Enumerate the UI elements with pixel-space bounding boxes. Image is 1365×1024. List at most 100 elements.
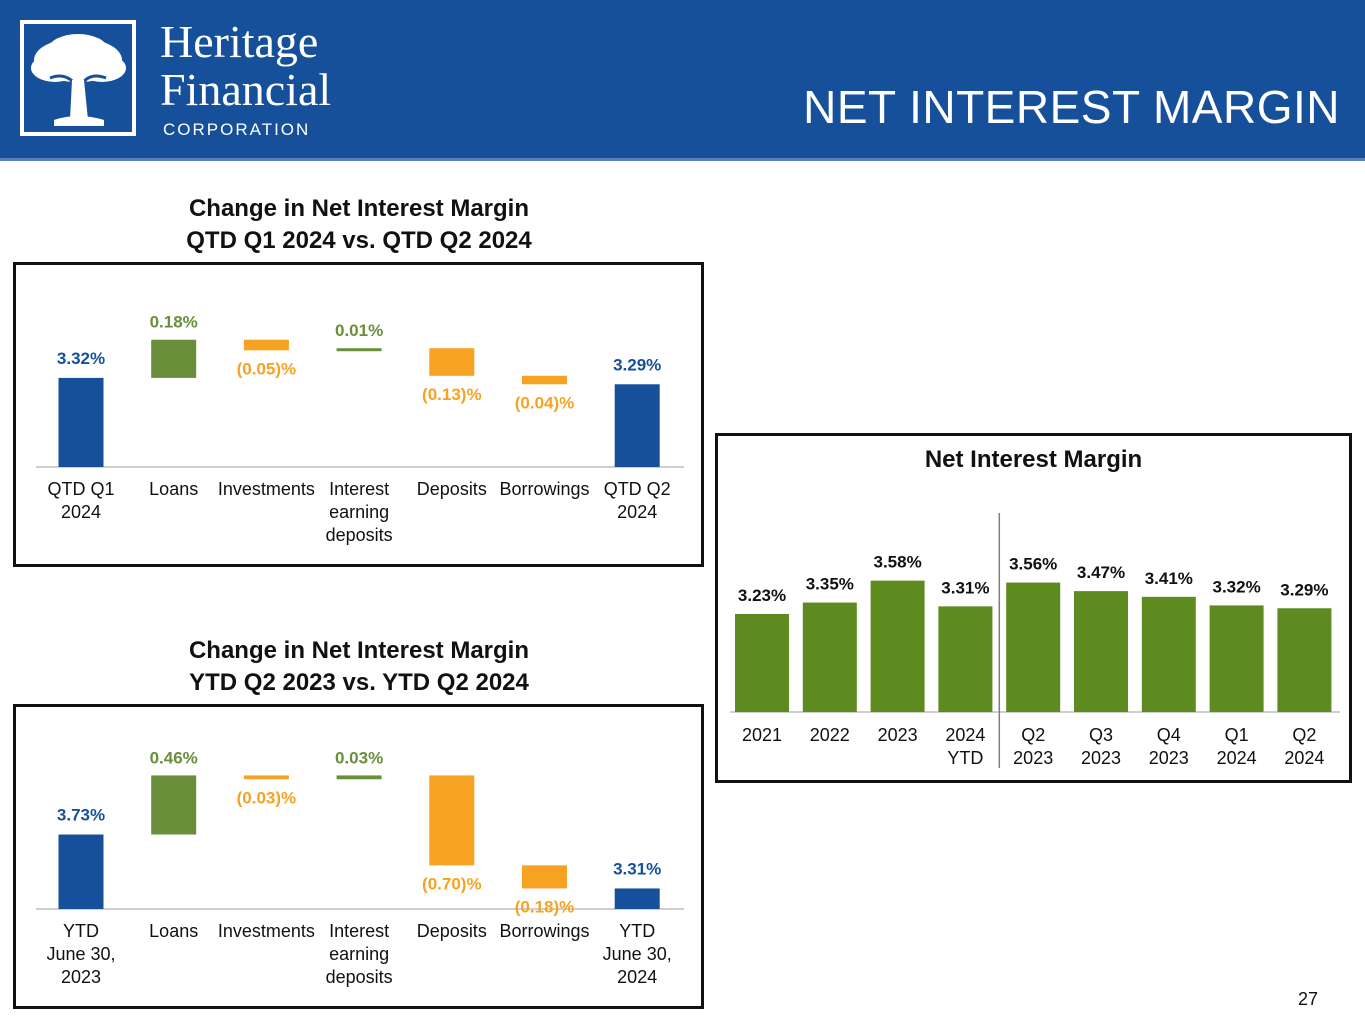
nim-bar-6 <box>1141 596 1196 712</box>
qtd-category-label-2-0: Investments <box>218 479 315 499</box>
nim-value-label-8: 3.29% <box>1280 580 1328 599</box>
qtd-bar-3 <box>336 348 382 352</box>
ytd-category-label-2-0: Investments <box>218 921 315 941</box>
qtd-bar-1 <box>151 339 197 378</box>
nim-bar-chart: 3.23% 2021 3.35% 2022 3.58% 2023 3.31% 2024 YTD 3… <box>730 513 1340 768</box>
nim-value-label-6: 3.41% <box>1145 569 1193 588</box>
waterfall-qtd-frame: 3.32% QTD Q1 2024 0.18% Loans (0.05)% Investme… <box>13 262 704 567</box>
ytd-bar-0 <box>58 834 104 909</box>
qtd-bar-2 <box>243 339 289 351</box>
qtd-bar-4 <box>429 348 475 376</box>
nim-category-label-0-0: 2021 <box>742 725 782 745</box>
waterfall-ytd-title-line2: YTD Q2 2023 vs. YTD Q2 2024 <box>189 669 529 696</box>
nim-category-label-7-0: Q1 <box>1225 725 1249 745</box>
qtd-category-label-3-1: earning <box>329 502 389 522</box>
ytd-category-label-6-2: 2024 <box>617 967 657 987</box>
nim-bar-0 <box>735 613 789 712</box>
nim-category-label-2-0: 2023 <box>878 725 918 745</box>
ytd-bar-2 <box>243 775 289 780</box>
header-banner: Heritage Financial CORPORATION NET INTER… <box>0 0 1365 161</box>
ytd-category-label-3-0: Interest <box>329 921 389 941</box>
nim-bar-5 <box>1074 591 1128 712</box>
nim-category-label-8-0: Q2 <box>1292 725 1316 745</box>
ytd-category-label-4-0: Deposits <box>417 921 487 941</box>
ytd-category-label-3-2: deposits <box>326 967 393 987</box>
waterfall-qtd-chart: 3.32% QTD Q1 2024 0.18% Loans (0.05)% Investme… <box>36 313 684 545</box>
qtd-category-label-1-0: Loans <box>149 479 198 499</box>
ytd-bar-1 <box>151 775 197 835</box>
qtd-value-label-5: (0.04)% <box>515 393 575 412</box>
qtd-value-label-3: 0.01% <box>335 321 383 340</box>
nim-category-label-8-1: 2024 <box>1284 748 1324 768</box>
nim-value-label-2: 3.58% <box>873 553 921 572</box>
waterfall-qtd-title: Change in Net Interest Margin QTD Q1 202… <box>60 193 658 257</box>
ytd-category-label-5-0: Borrowings <box>499 921 589 941</box>
qtd-category-label-4-0: Deposits <box>417 479 487 499</box>
ytd-bar-4 <box>429 775 475 866</box>
waterfall-qtd-title-line1: Change in Net Interest Margin <box>188 195 530 222</box>
qtd-category-label-5-0: Borrowings <box>499 479 589 499</box>
nim-category-label-4-0: Q2 <box>1021 725 1045 745</box>
qtd-category-label-0-0: QTD Q1 <box>47 479 114 499</box>
ytd-bar-6 <box>614 888 660 909</box>
nim-bar-1 <box>802 602 857 712</box>
waterfall-ytd-title-line1: Change in Net Interest Margin <box>188 637 530 664</box>
qtd-category-label-6-0: QTD Q2 <box>604 479 671 499</box>
ytd-value-label-3: 0.03% <box>335 748 383 767</box>
ytd-value-label-0: 3.73% <box>57 806 105 825</box>
ytd-category-label-0-1: June 30, <box>46 944 115 964</box>
nim-value-label-7: 3.32% <box>1212 577 1260 596</box>
qtd-bar-6 <box>614 384 660 467</box>
qtd-value-label-0: 3.32% <box>57 349 105 368</box>
nim-category-label-7-1: 2024 <box>1217 748 1257 768</box>
tree-logo-icon <box>20 20 136 136</box>
logo-text-financial: Financial <box>160 64 332 115</box>
qtd-category-label-3-2: deposits <box>326 525 393 545</box>
ytd-value-label-1: 0.46% <box>150 748 198 767</box>
logo-text-heritage: Heritage <box>160 16 319 67</box>
nim-category-label-5-1: 2023 <box>1081 748 1121 768</box>
qtd-bar-5 <box>522 375 567 385</box>
page-number: 27 <box>1297 989 1318 1009</box>
ytd-category-label-6-0: YTD <box>619 921 655 941</box>
nim-category-label-5-0: Q3 <box>1089 725 1113 745</box>
ytd-value-label-6: 3.31% <box>613 859 661 878</box>
qtd-category-label-0-1: 2024 <box>61 502 101 522</box>
nim-bar-4 <box>1006 582 1061 712</box>
nim-value-label-0: 3.23% <box>738 586 786 605</box>
ytd-category-label-3-1: earning <box>329 944 389 964</box>
waterfall-qtd-title-line2: QTD Q1 2024 vs. QTD Q2 2024 <box>186 227 532 254</box>
qtd-category-label-6-1: 2024 <box>617 502 657 522</box>
nim-category-label-6-1: 2023 <box>1149 748 1189 768</box>
nim-value-label-1: 3.35% <box>806 575 854 594</box>
qtd-value-label-1: 0.18% <box>150 313 198 332</box>
nim-value-label-3: 3.31% <box>941 578 989 597</box>
nim-category-label-4-1: 2023 <box>1013 748 1053 768</box>
ytd-value-label-5: (0.18)% <box>515 897 575 916</box>
qtd-value-label-4: (0.13)% <box>422 385 482 404</box>
ytd-category-label-1-0: Loans <box>149 921 198 941</box>
qtd-category-label-3-0: Interest <box>329 479 389 499</box>
logo-text-corporation: CORPORATION <box>163 120 311 139</box>
waterfall-ytd-chart: 3.73% YTD June 30, 2023 0.46% Loans (0.03)% Inv… <box>36 748 684 987</box>
ytd-value-label-2: (0.03)% <box>237 788 297 807</box>
qtd-bar-0 <box>58 377 104 467</box>
nim-value-label-4: 3.56% <box>1009 555 1057 574</box>
nim-bar-frame: Net Interest Margin 3.23% 2021 3.35% 2022 3.… <box>715 433 1352 783</box>
nim-bar-2 <box>870 580 925 712</box>
ytd-bar-3 <box>336 775 382 780</box>
nim-bar-title: Net Interest Margin <box>924 446 1143 473</box>
waterfall-ytd-title: Change in Net Interest Margin YTD Q2 202… <box>60 635 658 699</box>
ytd-bar-5 <box>522 865 567 889</box>
page-title: NET INTEREST MARGIN <box>803 81 1340 133</box>
nim-bar-7 <box>1209 605 1264 712</box>
nim-bar-3 <box>938 606 993 712</box>
qtd-value-label-6: 3.29% <box>613 355 661 374</box>
nim-value-label-5: 3.47% <box>1077 563 1125 582</box>
ytd-category-label-0-0: YTD <box>63 921 99 941</box>
ytd-category-label-6-1: June 30, <box>603 944 672 964</box>
nim-category-label-1-0: 2022 <box>810 725 850 745</box>
ytd-category-label-0-2: 2023 <box>61 967 101 987</box>
nim-bar-8 <box>1277 608 1332 712</box>
waterfall-ytd-frame: 3.73% YTD June 30, 2023 0.46% Loans (0.03)% Inv… <box>13 704 704 1009</box>
